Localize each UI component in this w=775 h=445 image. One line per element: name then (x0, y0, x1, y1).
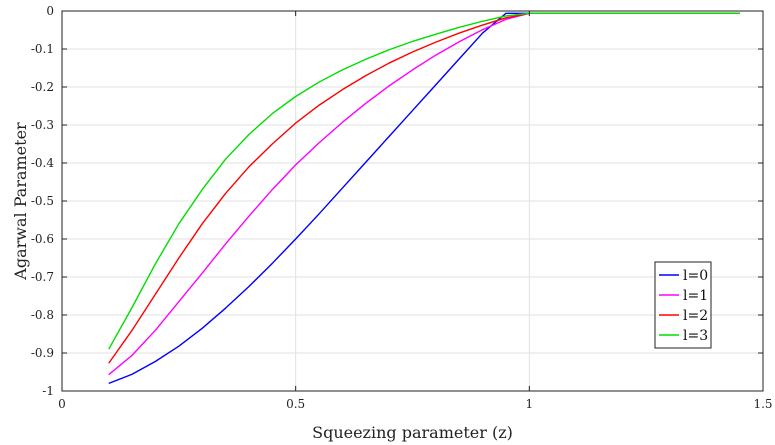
y-tick-label: -0.9 (31, 346, 54, 360)
y-tick-label: -0.3 (31, 118, 54, 132)
y-tick-label: 0 (46, 4, 54, 18)
x-tick-label: 1 (526, 397, 534, 411)
y-tick-label: -0.8 (31, 308, 54, 322)
y-tick-label: -0.2 (31, 80, 54, 94)
legend-label: l=0 (683, 268, 708, 284)
y-tick-label: -0.4 (31, 156, 55, 170)
y-axis-label: Agarwal Parameter (11, 122, 30, 281)
legend-label: l=2 (683, 308, 708, 324)
axis-tick-labels: 0 0.5 1 1.5 0 -0.1 -0.2 -0.3 -0.4 -0.5 -0.6 -0.7 -0.… (31, 4, 773, 411)
x-tick-label: 0 (58, 397, 66, 411)
y-tick-label: -0.7 (31, 270, 54, 284)
legend-label: l=3 (683, 328, 708, 344)
x-axis-label: Squeezing parameter (z) (312, 423, 513, 442)
y-tick-label: -0.1 (31, 42, 54, 56)
y-tick-label: -1 (42, 384, 54, 398)
series-line-l-3 (108, 12, 740, 350)
series-lines (108, 12, 740, 385)
x-tick-label: 0.5 (286, 397, 305, 411)
legend-box (654, 261, 712, 349)
legend-label: l=1 (683, 288, 708, 304)
axis-ticks (61, 10, 764, 392)
y-tick-label: -0.5 (31, 194, 54, 208)
y-tick-label: -0.6 (31, 232, 54, 246)
x-tick-label: 1.5 (753, 397, 772, 411)
legend: l=0 l=1 l=2 l=3 (654, 261, 712, 349)
